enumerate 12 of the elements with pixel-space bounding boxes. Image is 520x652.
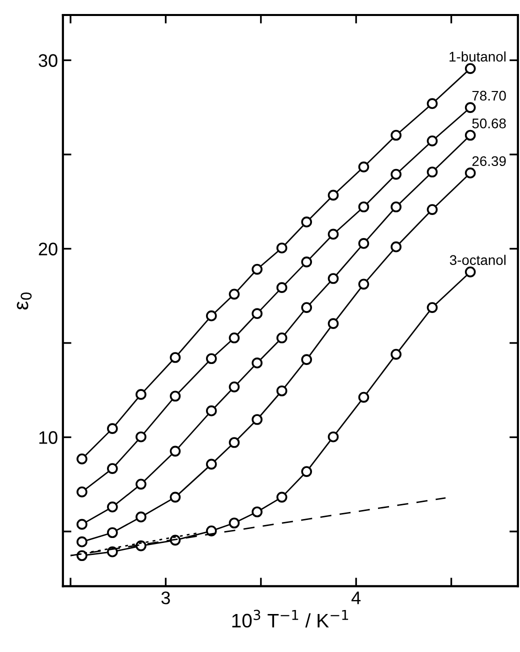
legend-label: 1-butanol — [450, 51, 506, 62]
series-label: 3-octanol — [450, 254, 506, 266]
x-axis-title: 10$^{3}$ T$^{−1}$ / K$^{−1}$ — [232, 610, 348, 628]
series-label: 50.68 — [472, 118, 506, 128]
y-tick-label: 30 — [38, 54, 58, 67]
legend-label: 26.39 — [472, 156, 506, 166]
x-tick-label: 3 — [161, 591, 170, 604]
series-label: 78.70 — [472, 90, 506, 101]
y-tick-label: 10 — [39, 431, 58, 444]
y-axis-title: ε$_{0}$ — [16, 292, 32, 310]
x-tick-label: 4 — [351, 592, 361, 604]
y-tick-label: 20 — [38, 242, 58, 256]
